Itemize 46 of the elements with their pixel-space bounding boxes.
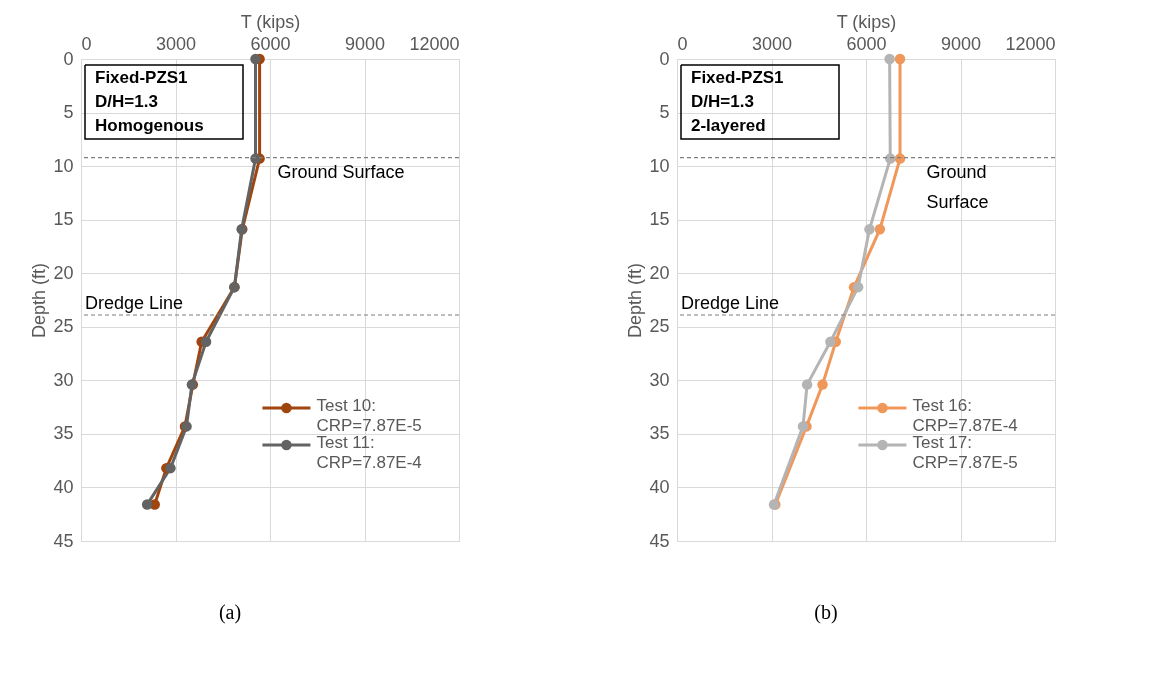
legend-label: Test 10: CRP=7.87E-5 — [316, 396, 422, 435]
y-tick-label: 35 — [53, 423, 74, 444]
y-tick-label: 25 — [53, 316, 74, 337]
y-tick-label: 45 — [649, 530, 670, 551]
ref-line-label: Dredge Line — [85, 293, 184, 313]
legend-label: Test 11: CRP=7.87E-4 — [316, 433, 422, 472]
y-tick-label: 35 — [649, 423, 670, 444]
y-tick-label: 40 — [649, 476, 670, 497]
x-tick-label: 9000 — [940, 33, 982, 54]
x-tick-label: 12000 — [409, 33, 460, 54]
x-tick-label: 3000 — [751, 33, 793, 54]
x-tick-label: 0 — [81, 33, 92, 54]
y-tick-label: 30 — [53, 369, 74, 390]
y-tick-label: 10 — [649, 155, 670, 176]
y-tick-label: 5 — [659, 102, 670, 123]
y-tick-label: 25 — [649, 316, 670, 337]
y-tick-label: 15 — [649, 209, 670, 230]
y-tick-label: 0 — [659, 48, 670, 69]
y-axis-title: Depth (ft) — [29, 262, 50, 339]
text: (b) — [814, 601, 838, 624]
y-tick-label: 15 — [53, 209, 74, 230]
text: (a) — [218, 601, 242, 624]
y-tick-label: 0 — [63, 48, 74, 69]
x-tick-label: 6000 — [846, 33, 887, 54]
x-tick-label: 3000 — [155, 33, 197, 54]
y-axis-title: Depth (ft) — [625, 262, 646, 339]
y-tick-label: 5 — [63, 102, 74, 123]
x-tick-label: 12000 — [1005, 33, 1056, 54]
ref-line-label: Ground Surface — [277, 161, 405, 182]
ref-line-label: Ground Surface — [926, 161, 989, 212]
ref-line-label: Dredge Line — [681, 293, 780, 313]
y-tick-label: 30 — [649, 369, 670, 390]
y-tick-label: 20 — [649, 262, 670, 283]
legend-label: Test 16: CRP=7.87E-4 — [912, 396, 1018, 435]
annotation: Fixed-PZS1 D/H=1.3 2-layered — [691, 68, 784, 135]
y-tick-label: 10 — [53, 155, 74, 176]
legend-label: Test 17: CRP=7.87E-5 — [912, 433, 1018, 472]
y-tick-label: 20 — [53, 262, 74, 283]
x-tick-label: 6000 — [250, 33, 291, 54]
y-tick-label: 45 — [53, 530, 74, 551]
y-tick-label: 40 — [53, 476, 74, 497]
annotation: Fixed-PZS1 D/H=1.3 Homogenous — [95, 68, 204, 135]
x-axis-title: T (kips) — [836, 11, 897, 32]
x-tick-label: 0 — [677, 33, 688, 54]
x-axis-title: T (kips) — [240, 11, 301, 32]
x-tick-label: 9000 — [344, 33, 386, 54]
